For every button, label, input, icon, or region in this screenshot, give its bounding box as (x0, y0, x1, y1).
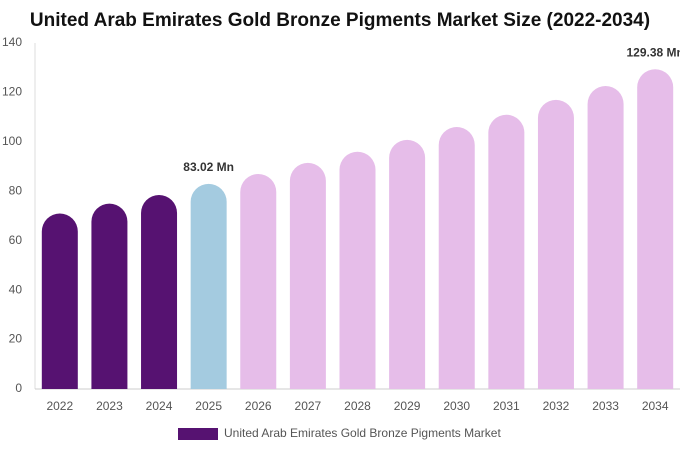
y-tick-label: 0 (15, 381, 22, 395)
y-tick-label: 80 (9, 183, 23, 197)
x-tick-label: 2029 (394, 399, 421, 413)
x-tick-label: 2030 (443, 399, 470, 413)
bar (339, 151, 376, 389)
bar (438, 127, 475, 389)
bar (389, 139, 426, 389)
x-tick-label: 2025 (195, 399, 222, 413)
chart-title: United Arab Emirates Gold Bronze Pigment… (30, 10, 650, 31)
y-tick-label: 40 (9, 282, 23, 296)
x-tick-label: 2028 (344, 399, 371, 413)
value-label: 83.02 Mn (183, 160, 234, 174)
bar (240, 173, 277, 389)
bar (637, 69, 674, 389)
bar (587, 86, 624, 389)
legend-label: United Arab Emirates Gold Bronze Pigment… (224, 426, 501, 440)
x-tick-label: 2026 (245, 399, 272, 413)
x-tick-label: 2024 (146, 399, 173, 413)
x-tick-label: 2031 (493, 399, 520, 413)
x-tick-label: 2032 (543, 399, 570, 413)
x-tick-label: 2034 (642, 399, 669, 413)
x-tick-label: 2023 (96, 399, 123, 413)
legend-swatch (178, 428, 218, 440)
y-tick-label: 60 (9, 233, 23, 247)
y-tick-label: 20 (9, 332, 23, 346)
bar (488, 114, 525, 389)
x-tick-label: 2033 (592, 399, 619, 413)
bar (91, 203, 128, 389)
bar (41, 213, 78, 389)
bar (537, 99, 574, 389)
bar (190, 183, 227, 389)
y-tick-label: 120 (2, 85, 22, 99)
value-label: 129.38 Mn (627, 45, 680, 59)
x-tick-label: 2027 (295, 399, 322, 413)
y-tick-label: 140 (2, 35, 22, 49)
bar (289, 162, 326, 389)
bar (141, 195, 178, 389)
x-tick-label: 2022 (46, 399, 73, 413)
y-tick-label: 100 (2, 134, 22, 148)
